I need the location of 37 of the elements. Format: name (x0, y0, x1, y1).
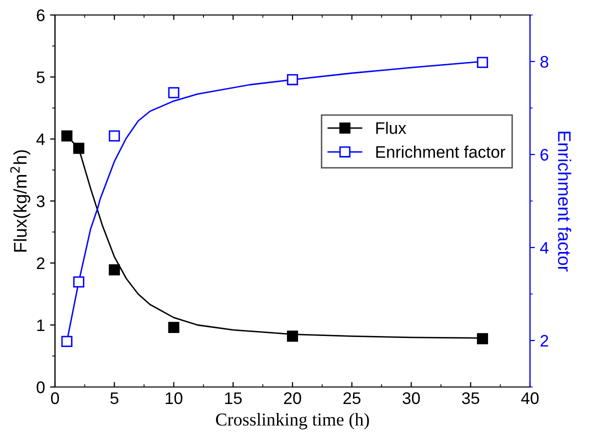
y2-tick-label: 6 (540, 148, 548, 161)
y-axis-title: Flux(kg/m$^{2}$h) (10, 150, 30, 252)
point (108, 130, 120, 142)
x-tick-label: 5 (110, 392, 118, 404)
point (108, 264, 120, 276)
x-tick-label: 40 (521, 392, 539, 404)
point (61, 336, 72, 347)
x-tick-label: 10 (166, 392, 182, 404)
point (476, 333, 488, 344)
y-tick-label: 2 (36, 257, 44, 270)
point (168, 87, 180, 98)
x-axis-title: Crosslinking time (h) (216, 412, 369, 430)
y2-tick-label: 2 (540, 334, 548, 347)
x-tick-label: 25 (343, 392, 360, 404)
point (73, 142, 84, 154)
y2-tick-label: 4 (540, 242, 549, 254)
point (286, 74, 298, 86)
point (168, 322, 180, 334)
y-tick-label: 0 (36, 381, 45, 394)
legend-label: Enrichment factor (376, 146, 506, 158)
y-tick-label: 1 (37, 320, 44, 332)
x-tick-label: 30 (402, 392, 420, 404)
y-tick-label: 3 (36, 195, 45, 208)
point (73, 276, 84, 288)
y2-axis-title: Enrichment factor (558, 132, 572, 272)
y-tick-label: 6 (36, 9, 45, 22)
y-tick-label: 4 (36, 134, 45, 146)
point (286, 330, 298, 342)
x-tick-label: 0 (51, 392, 59, 404)
point (476, 56, 488, 68)
legend-label: Flux (376, 122, 406, 134)
point (61, 130, 72, 142)
x-tick-label: 35 (462, 392, 480, 404)
y2-tick-label: 8 (540, 56, 548, 68)
x-tick-label: 20 (284, 392, 302, 404)
x-tick-label: 15 (225, 392, 242, 404)
y-tick-label: 5 (36, 72, 45, 84)
